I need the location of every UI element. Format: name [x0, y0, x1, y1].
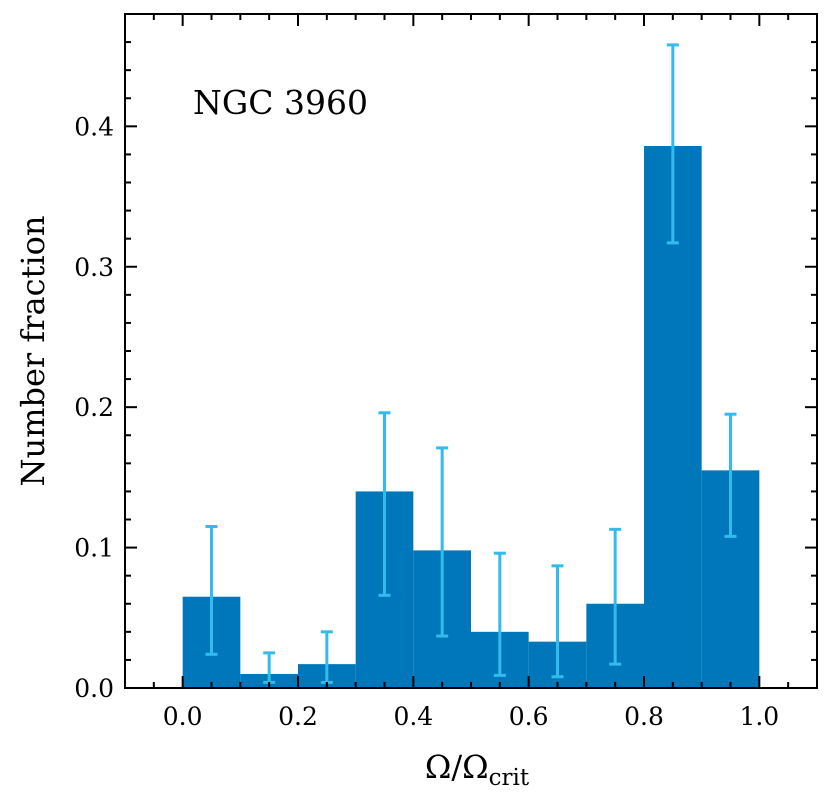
x-tick-label: 0.2	[278, 702, 318, 731]
y-tick-label: 0.1	[74, 534, 114, 563]
x-tick-label: 1.0	[739, 702, 779, 731]
error-bars-layer	[205, 43, 737, 684]
x-tick-label: 0.8	[624, 702, 664, 731]
cluster-annotation: NGC 3960	[193, 83, 368, 122]
x-tick-label: 0.4	[393, 702, 433, 731]
ticks-layer	[125, 14, 817, 688]
error-bar	[378, 411, 391, 597]
y-tick-labels: 0.0 0.1 0.2 0.3 0.4	[74, 112, 114, 703]
x-tick-labels: 0.0 0.2 0.4 0.6 0.8 1.0	[163, 702, 779, 731]
error-bar	[609, 527, 622, 666]
error-bar	[205, 525, 218, 656]
x-axis-label-main: Ω/Ω	[425, 748, 489, 786]
error-bar	[493, 551, 506, 677]
y-tick-label: 0.0	[74, 674, 114, 703]
x-tick-label: 0.0	[163, 702, 203, 731]
error-bar	[551, 564, 564, 679]
x-axis-label: Ω/Ωcrit	[425, 748, 530, 791]
y-axis-label: Number fraction	[14, 216, 52, 487]
error-bar	[666, 43, 679, 245]
y-tick-label: 0.3	[74, 253, 114, 282]
error-bar	[436, 446, 449, 638]
x-axis-label-subscript: crit	[489, 765, 530, 791]
y-tick-label: 0.4	[74, 112, 114, 141]
error-bar	[724, 412, 737, 538]
x-tick-label: 0.6	[509, 702, 549, 731]
y-tick-label: 0.2	[74, 393, 114, 422]
